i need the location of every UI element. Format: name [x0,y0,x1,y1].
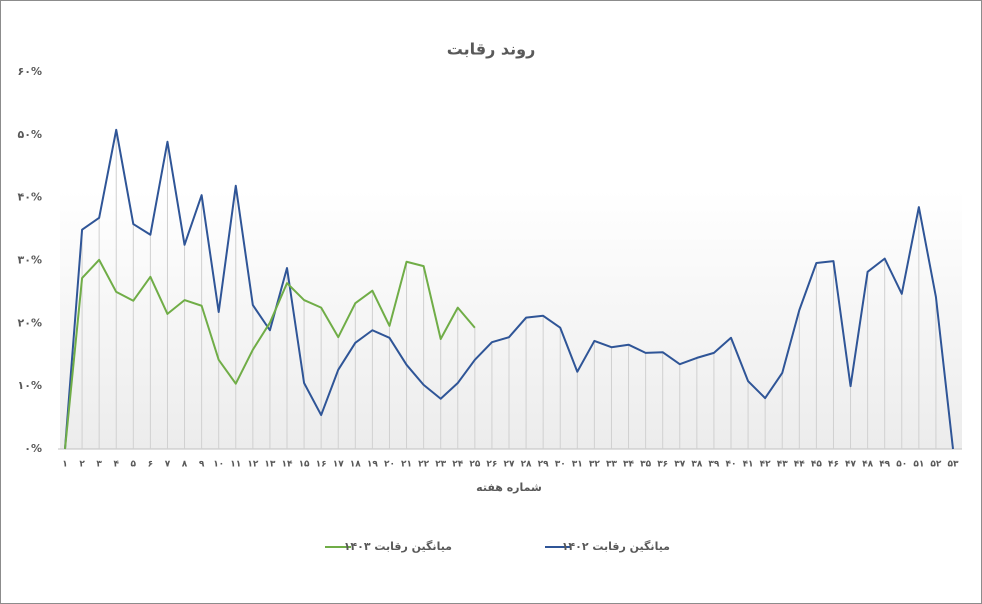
x-tick-label: ۳۷ [674,460,685,470]
x-tick-label: ۴۲ [760,460,771,470]
x-tick-label: ۱ [62,460,68,470]
x-tick-label: ۲۹ [538,460,549,470]
x-tick-label: ۴۸ [862,460,873,470]
x-tick-label: ۲۰ [384,460,395,470]
x-tick-label: ۴۶ [828,460,839,470]
x-tick-label: ۴۷ [845,460,856,470]
x-tick-label: ۳۶ [657,460,668,470]
x-tick-label: ۵۲ [930,460,941,470]
x-tick-label: ۳۸ [691,460,702,470]
x-tick-label: ۱۶ [316,460,327,470]
x-tick-label: ۳ [96,460,102,470]
x-tick-label: ۴۴ [794,460,805,470]
x-tick-label: ۳۵ [640,460,651,470]
x-tick-label: ۳۹ [708,460,719,470]
y-tick-label: ۴۰% [18,191,42,204]
x-tick-label: ۳۰ [555,460,566,470]
legend-label: میانگین رقابت ۱۴۰۲ [562,540,670,553]
x-tick-label: ۴۹ [879,460,890,470]
x-tick-label: ۳۱ [572,460,583,470]
chart-title: روند رقابت [447,40,536,59]
x-tick-label: ۱۳ [264,460,275,470]
x-tick-label: ۲۴ [452,460,463,470]
y-tick-label: ۳۰% [18,254,42,267]
x-tick-label: ۱۲ [247,460,258,470]
series-line [64,258,476,450]
x-tick-label: ۴۳ [777,460,788,470]
x-tick-label: ۱۸ [350,460,361,470]
x-tick-label: ۵۰ [896,460,907,470]
x-tick-label: ۱۱ [230,460,241,470]
x-tick-label: ۲۵ [469,460,480,470]
x-tick-label: ۷ [165,460,171,470]
y-tick-label: ۰% [24,442,42,455]
x-tick-label: ۵ [131,460,137,470]
x-tick-label: ۲۶ [486,460,497,470]
series-line [64,128,954,450]
x-tick-label: ۱۷ [333,460,344,470]
x-tick-label: ۱۰ [213,460,224,470]
y-tick-label: ۲۰% [18,316,42,329]
x-tick-label: ۱۹ [367,460,378,470]
legend-label: میانگین رقابت ۱۴۰۳ [344,540,452,553]
x-tick-label: ۵۱ [913,460,924,470]
x-tick-label: ۲۷ [504,460,515,470]
x-tick-label: ۱۴ [282,460,293,470]
x-tick-label: ۱۵ [299,460,310,470]
x-tick-label: ۲۸ [521,460,532,470]
x-tick-label: ۴۱ [743,460,754,470]
x-tick-label: ۴ [113,460,119,470]
x-tick-label: ۲۱ [401,460,412,470]
x-tick-label: ۳۴ [623,460,634,470]
plot-background [60,190,962,449]
x-axis-label: شماره هفته [476,481,542,494]
x-tick-label: ۲۲ [418,460,429,470]
x-tick-label: ۹ [199,460,205,470]
x-tick-label: ۲۳ [435,460,446,470]
x-tick-label: ۳۲ [589,460,600,470]
x-tick-label: ۴۵ [811,460,822,470]
x-tick-label: ۴۰ [726,460,737,470]
y-tick-label: ۵۰% [18,128,42,141]
x-tick-label: ۸ [182,460,188,470]
x-tick-label: ۵۳ [948,460,959,470]
x-tick-label: ۲ [79,460,85,470]
y-tick-label: ۱۰% [18,379,42,392]
x-tick-label: ۳۳ [606,460,617,470]
x-tick-label: ۶ [148,460,154,470]
y-tick-label: ۶۰% [18,65,42,78]
